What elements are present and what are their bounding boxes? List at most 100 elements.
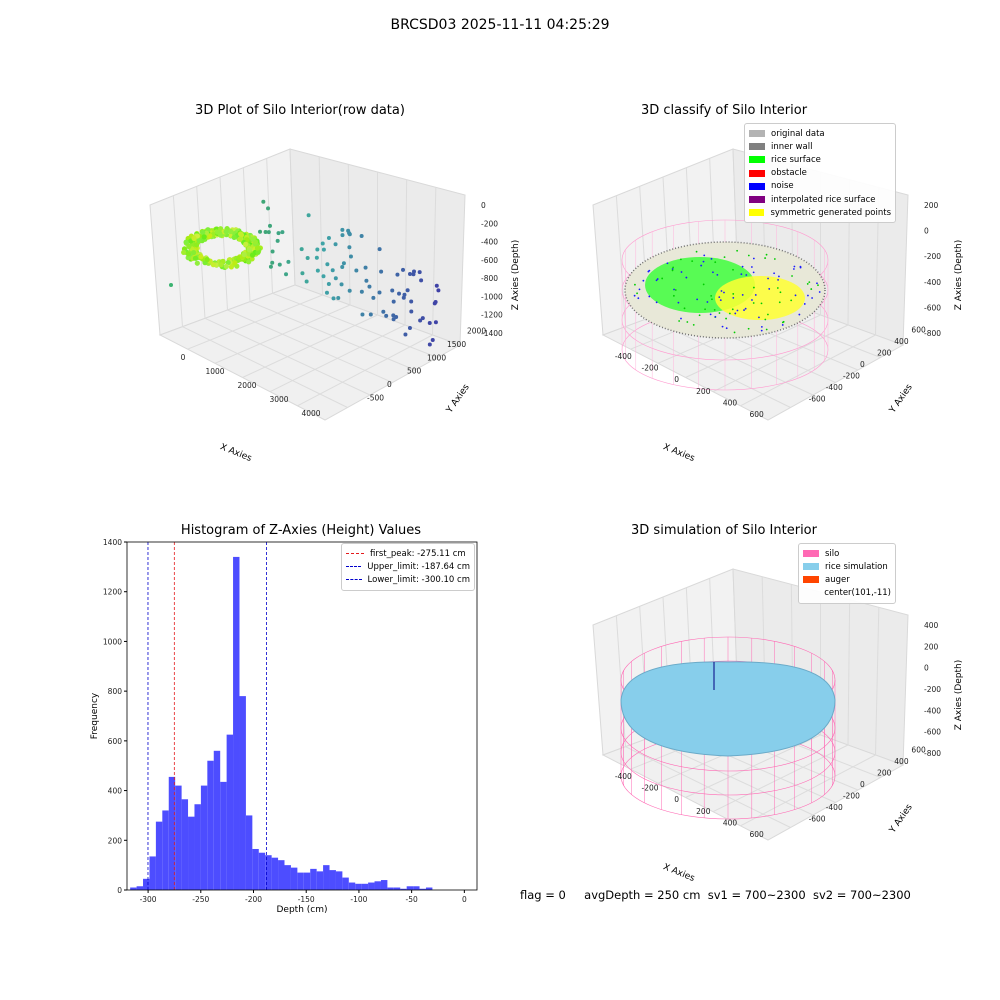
classify-point: [723, 291, 725, 294]
hist-bar: [310, 868, 317, 890]
y-tick-label: 200: [877, 769, 892, 778]
z-tick-label: 200: [924, 201, 939, 210]
raw-point: [391, 299, 396, 304]
raw-point: [237, 231, 244, 237]
classify-point: [740, 273, 743, 276]
y-tick-label: 200: [877, 349, 892, 358]
hist-bar: [329, 870, 336, 890]
y-tick-label: 600: [911, 326, 926, 335]
raw-point: [432, 301, 437, 306]
raw-point: [191, 235, 197, 241]
classify-point: [768, 288, 771, 290]
raw-point: [243, 241, 249, 247]
raw-point: [201, 234, 207, 240]
classify-point: [710, 257, 713, 260]
classify-point: [718, 312, 721, 314]
raw-point: [241, 251, 247, 258]
x-tick-label: 400: [723, 819, 738, 828]
hist-y-tick-label: 1200: [103, 588, 122, 597]
symmetric-blob: [715, 276, 805, 320]
z-tick-label: -400: [924, 706, 941, 715]
raw-point: [228, 228, 234, 235]
hist-x-tick-label: -200: [245, 895, 262, 904]
z-tick-label: -600: [924, 728, 941, 737]
classify-point: [817, 284, 819, 287]
hist-bar: [194, 804, 201, 890]
raw-point: [223, 263, 230, 270]
legend-item-lower-limit: Lower_limit: -300.10 cm: [346, 573, 470, 586]
classify-point: [811, 297, 813, 299]
y-tick-label: 0: [860, 360, 865, 369]
classify-point: [736, 249, 739, 252]
raw-point: [314, 255, 319, 260]
legend-item-noise: noise: [749, 180, 891, 193]
classify-point: [720, 290, 723, 292]
hist-bar: [168, 776, 176, 890]
classify-point: [680, 258, 682, 261]
hist-bar: [175, 785, 182, 890]
footer-flag: flag = 0: [520, 888, 566, 902]
classify-point: [695, 250, 698, 253]
legend-item-symmetric: symmetric generated points: [749, 206, 891, 219]
raw-point: [368, 312, 373, 317]
x-tick-label: -200: [641, 784, 658, 793]
classify-point: [710, 294, 713, 297]
y-tick-label: 1500: [447, 340, 466, 349]
z-tick-label: -1000: [481, 292, 503, 301]
hist-y-tick-label: 200: [108, 836, 123, 845]
y-tick-label: -200: [843, 791, 860, 800]
raw-point: [249, 252, 256, 258]
legend-item-first-peak: first_peak: -275.11 cm: [346, 547, 470, 560]
classify-point: [685, 276, 688, 279]
legend-item-upper-limit: Upper_limit: -187.64 cm: [346, 560, 470, 573]
x-axis-label: X Axies: [661, 862, 696, 884]
raw-point: [186, 243, 192, 250]
z-tick-label: -200: [924, 252, 941, 261]
x-tick-label: 2000: [237, 381, 256, 390]
raw-point: [325, 262, 330, 267]
raw-point: [181, 249, 187, 256]
hist-y-tick-label: 600: [108, 737, 123, 746]
legend-item-inner-wall: inner wall: [749, 140, 891, 153]
raw-point: [339, 282, 344, 287]
classify-point: [713, 308, 716, 311]
classify-point: [637, 297, 640, 300]
hist-y-tick-label: 400: [108, 787, 123, 796]
classify-point: [779, 291, 782, 294]
classify-point: [719, 299, 722, 302]
legend-item-silo: silo: [803, 547, 891, 560]
hist-bar: [207, 760, 214, 890]
y-tick-label: 600: [911, 746, 926, 755]
classify-point: [732, 297, 735, 299]
raw-point: [408, 271, 413, 276]
classify-point: [734, 312, 737, 315]
raw-point: [347, 288, 352, 293]
gridline: [432, 187, 437, 336]
z-tick-label: -600: [481, 256, 498, 265]
classify-point: [752, 286, 755, 289]
z-axis-label: Z Axies (Depth): [511, 240, 521, 311]
hist-y-tick-label: 1400: [103, 538, 122, 547]
classify-point: [666, 262, 669, 265]
hist-bar: [136, 886, 144, 890]
classify-point: [773, 258, 776, 260]
gridline: [404, 179, 408, 326]
raw-point: [261, 199, 266, 204]
panel-raw-3d: [149, 148, 466, 421]
classify-point: [760, 329, 763, 332]
hist-x-tick-label: -250: [192, 895, 209, 904]
hist-bar: [143, 878, 150, 890]
raw-point: [326, 282, 331, 287]
classify-point: [744, 307, 747, 310]
classify-point: [760, 325, 763, 328]
hist-y-axis-label: Frequency: [90, 692, 100, 739]
legend-item-center: center(101,-11): [803, 587, 891, 600]
classify-point: [752, 302, 755, 304]
classify-point: [767, 277, 769, 280]
hist-bar: [303, 872, 311, 890]
classify-point: [736, 309, 739, 312]
y-tick-label: 0: [387, 380, 392, 389]
legend-label: original data: [771, 128, 825, 139]
raw-point: [277, 262, 282, 267]
